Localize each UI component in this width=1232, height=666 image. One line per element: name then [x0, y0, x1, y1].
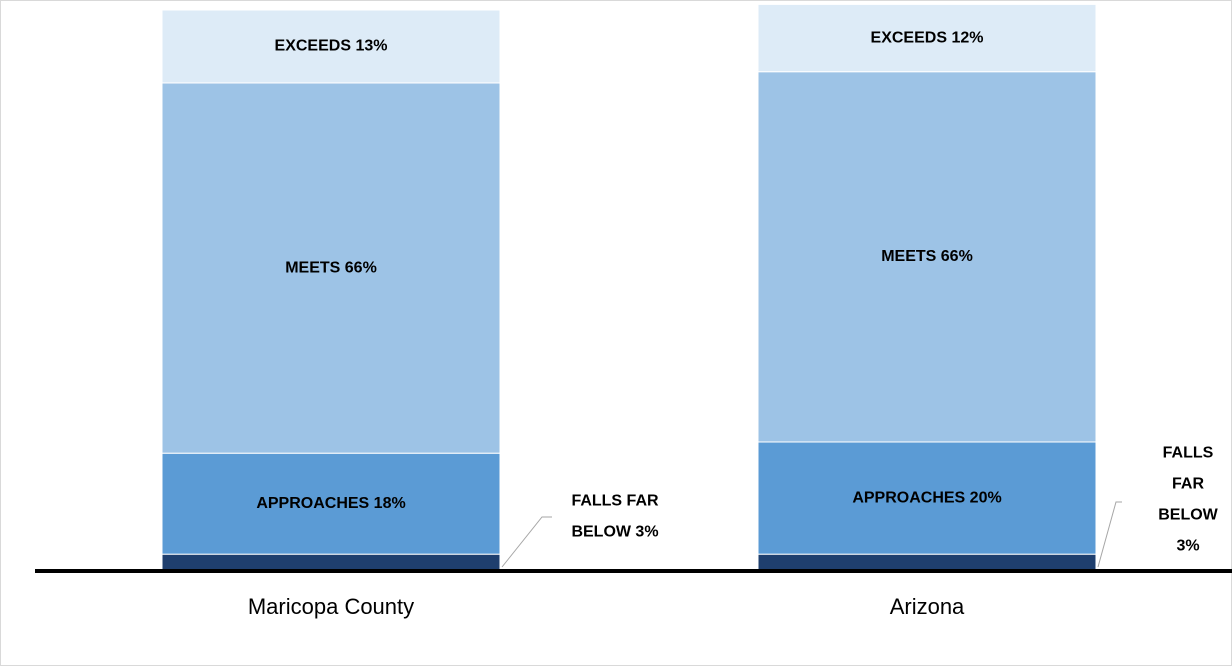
data-label: EXCEEDS 12%	[871, 29, 984, 46]
bar-segment	[161, 9, 501, 84]
bar-segment	[757, 71, 1097, 443]
data-label: APPROACHES 20%	[852, 489, 1001, 506]
data-label: APPROACHES 18%	[256, 495, 405, 512]
data-label: FALLS FAR BELOW 3%	[1158, 445, 1218, 555]
data-label: MEETS 66%	[285, 259, 377, 276]
bar-segment	[757, 553, 1097, 572]
data-label: MEETS 66%	[881, 248, 973, 265]
bar-segment	[757, 3, 1097, 73]
bar-segment	[757, 441, 1097, 555]
data-label: EXCEEDS 13%	[275, 38, 388, 55]
x-tick-label: Arizona	[890, 594, 965, 619]
bar-segment	[161, 82, 501, 454]
bar-segment	[161, 553, 501, 572]
data-label: FALLS FAR BELOW 3%	[571, 493, 659, 541]
x-tick-label: Maricopa County	[248, 594, 414, 619]
leader-line	[1097, 501, 1122, 568]
leader-line	[501, 516, 552, 568]
